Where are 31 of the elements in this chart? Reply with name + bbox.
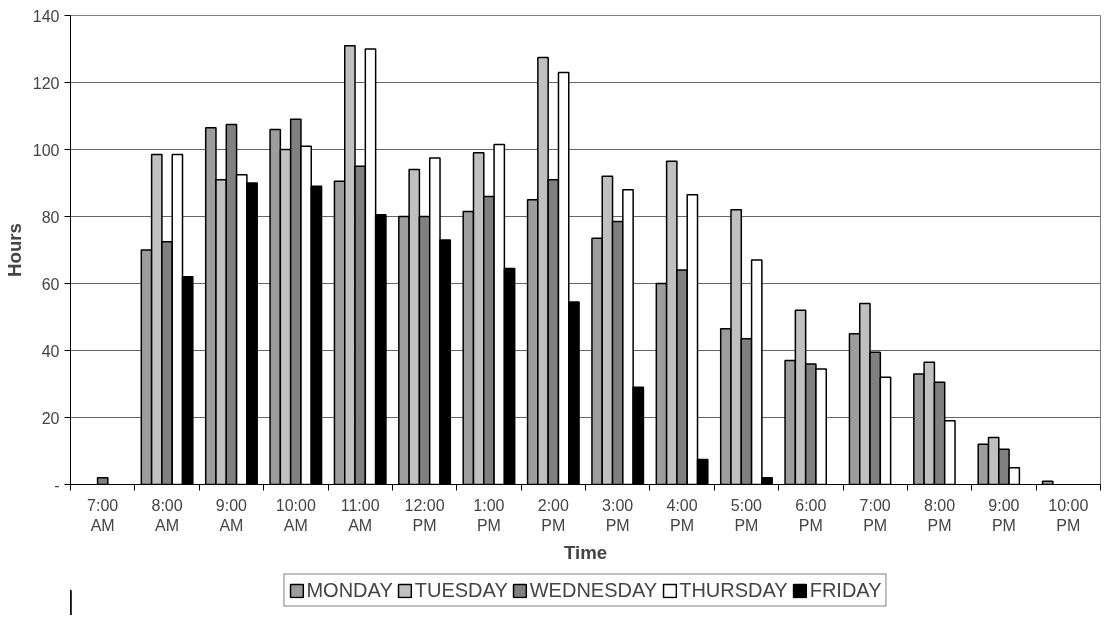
legend-label: THURSDAY (679, 578, 788, 602)
x-tick-label: 12:00 PM (404, 496, 445, 534)
y-tick-label: 100 (32, 141, 60, 159)
x-tick-label: 1:00 PM (473, 496, 505, 534)
x-tick-label: 7:00 AM (87, 496, 119, 534)
x-tick-label: 9:00 PM (988, 496, 1020, 534)
x-tick-label: 5:00 PM (730, 496, 763, 534)
y-tick-label: 80 (41, 208, 60, 226)
legend-label: WEDNESDAY (529, 578, 658, 602)
legend-label: TUESDAY (414, 578, 508, 602)
x-tick-label: 3:00 PM (602, 496, 634, 534)
y-tick-label: 60 (41, 275, 60, 293)
x-tick-label: 10:00 AM (275, 496, 316, 534)
y-tick-label: 20 (41, 409, 60, 427)
y-tick-label: 140 (32, 7, 60, 25)
x-tick-label: 7:00 PM (859, 496, 891, 534)
y-tick-label: 120 (32, 74, 60, 92)
legend-label: MONDAY (306, 578, 393, 602)
legend-label: FRIDAY (809, 578, 882, 602)
y-tick-label: 40 (41, 342, 60, 360)
y-axis-title: Hours (3, 223, 25, 277)
y-tick-label: - (54, 476, 60, 494)
x-tick-label: 2:00 PM (537, 496, 569, 534)
x-tick-label: 4:00 PM (666, 496, 698, 534)
x-tick-label: 10:00 PM (1048, 496, 1089, 534)
x-axis-title: Time (563, 541, 608, 563)
x-tick-label: 6:00 PM (795, 496, 827, 534)
x-tick-label: 8:00 AM (151, 496, 183, 534)
x-tick-label: 9:00 AM (215, 496, 248, 534)
x-tick-label: 8:00 PM (923, 496, 956, 534)
x-tick-label: 11:00 AM (340, 496, 380, 534)
